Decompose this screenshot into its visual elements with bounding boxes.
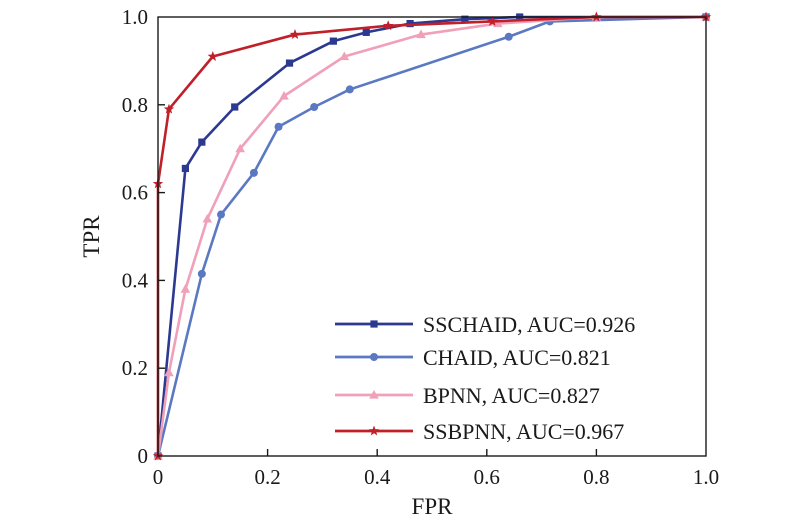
series-1-point — [362, 28, 370, 36]
y-tick-label: 0.8 — [122, 93, 148, 117]
series-3-point — [279, 91, 289, 100]
legend-item-2: CHAID, AUC=0.821 — [335, 345, 611, 370]
y-tick-label: 0.6 — [122, 181, 148, 205]
plot-frame — [157, 16, 707, 457]
x-tick-label: 0.6 — [474, 465, 500, 489]
ticks-layer: 0 0.2 0.4 0.6 0.8 1.0 0 0.2 0.4 0.6 0.8 1.0 — [122, 5, 719, 489]
series-3-point — [416, 29, 426, 39]
x-tick-label: 0.4 — [364, 465, 391, 489]
series-2-point — [217, 210, 226, 219]
series-1-point — [231, 103, 239, 111]
series-2-point — [197, 269, 206, 278]
series-2-point — [274, 122, 283, 131]
legend-label: SSBPNN, AUC=0.967 — [423, 419, 624, 444]
legend-swatch-marker — [370, 353, 378, 361]
series-2-point — [249, 168, 258, 177]
series-4-point — [382, 20, 394, 31]
legend-label: CHAID, AUC=0.821 — [423, 345, 611, 370]
y-tick-label: 0 — [138, 444, 149, 468]
legend-item-4: SSBPNN, AUC=0.967 — [335, 419, 624, 444]
legend-swatch-marker — [370, 320, 378, 328]
series-2-point — [345, 85, 354, 94]
legend-swatch-marker — [368, 425, 380, 436]
series-3-point — [180, 284, 191, 293]
series-3-point — [202, 213, 213, 223]
legend-label: BPNN, AUC=0.827 — [423, 383, 600, 408]
series-4-point — [487, 15, 498, 26]
legend-swatch-marker — [369, 390, 379, 399]
legend: SSCHAID, AUC=0.926 CHAID, AUC=0.821 BPNN, … — [335, 312, 635, 444]
y-tick-label: 1.0 — [122, 5, 148, 29]
x-tick-label: 0.8 — [583, 465, 609, 489]
series-3-point — [492, 18, 503, 28]
x-tick-label: 1.0 — [693, 465, 719, 489]
series-3-point — [235, 143, 245, 153]
series-3-point — [164, 367, 174, 377]
series-1-point — [285, 59, 294, 67]
series-3-point — [339, 51, 350, 61]
y-axis-title: TPR — [79, 215, 104, 258]
x-tick-label: 0.2 — [254, 465, 280, 489]
series-1-point — [329, 37, 337, 45]
y-tick-label: 0.4 — [122, 268, 149, 292]
series-2-point — [310, 102, 319, 111]
x-axis-title: FPR — [412, 494, 454, 519]
axes-layer — [157, 16, 707, 457]
series-4-point — [163, 103, 175, 114]
legend-label: SSCHAID, AUC=0.926 — [423, 312, 635, 337]
series-4-point — [289, 29, 301, 40]
series-2-point — [504, 32, 513, 41]
legend-item-3: BPNN, AUC=0.827 — [335, 383, 600, 408]
series-2-line — [156, 15, 707, 457]
series-1-point — [181, 164, 189, 173]
series-4-point — [207, 51, 219, 61]
series-1-point — [461, 15, 469, 23]
series-1-point — [198, 138, 206, 146]
x-tick-label: 0 — [153, 465, 164, 489]
y-tick-label: 0.2 — [122, 356, 148, 380]
legend-item-1: SSCHAID, AUC=0.926 — [335, 312, 635, 337]
